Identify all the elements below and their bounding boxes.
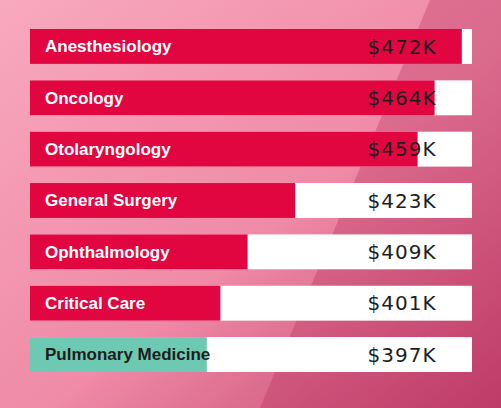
tracks [30,29,472,372]
category-label: Ophthalmology [45,243,170,262]
value-label: $423K [367,189,436,213]
value-labels: $472K $464K $459K $423K $409K $401K $397K [367,35,436,367]
bar [30,286,220,321]
bars [30,29,462,372]
chart: Anesthesiology Oncology Otolaryngology Gene… [0,0,501,408]
category-label: Oncology [45,89,124,108]
category-label: Anesthesiology [45,37,172,56]
category-label: Critical Care [45,294,145,313]
value-label: $459K [367,137,436,161]
bar-track [30,337,472,372]
bar [30,132,418,167]
value-label: $464K [367,86,436,110]
bar-track [30,29,472,64]
background [0,0,501,408]
bar-track [30,132,472,167]
value-label: $409K [367,240,436,264]
category-label: General Surgery [45,191,178,210]
bar-track [30,183,472,218]
bar [30,29,462,64]
value-label: $472K [367,35,436,59]
bar-track [30,286,472,321]
category-label: Pulmonary Medicine [45,345,210,364]
category-label: Otolaryngology [45,140,171,159]
category-labels: Anesthesiology Oncology Otolaryngology Gene… [45,37,210,364]
bar-track [30,234,472,269]
bar-track [30,80,472,115]
value-label: $401K [367,291,436,315]
bar [30,183,295,218]
bar [30,234,248,269]
value-label: $397K [367,343,436,367]
